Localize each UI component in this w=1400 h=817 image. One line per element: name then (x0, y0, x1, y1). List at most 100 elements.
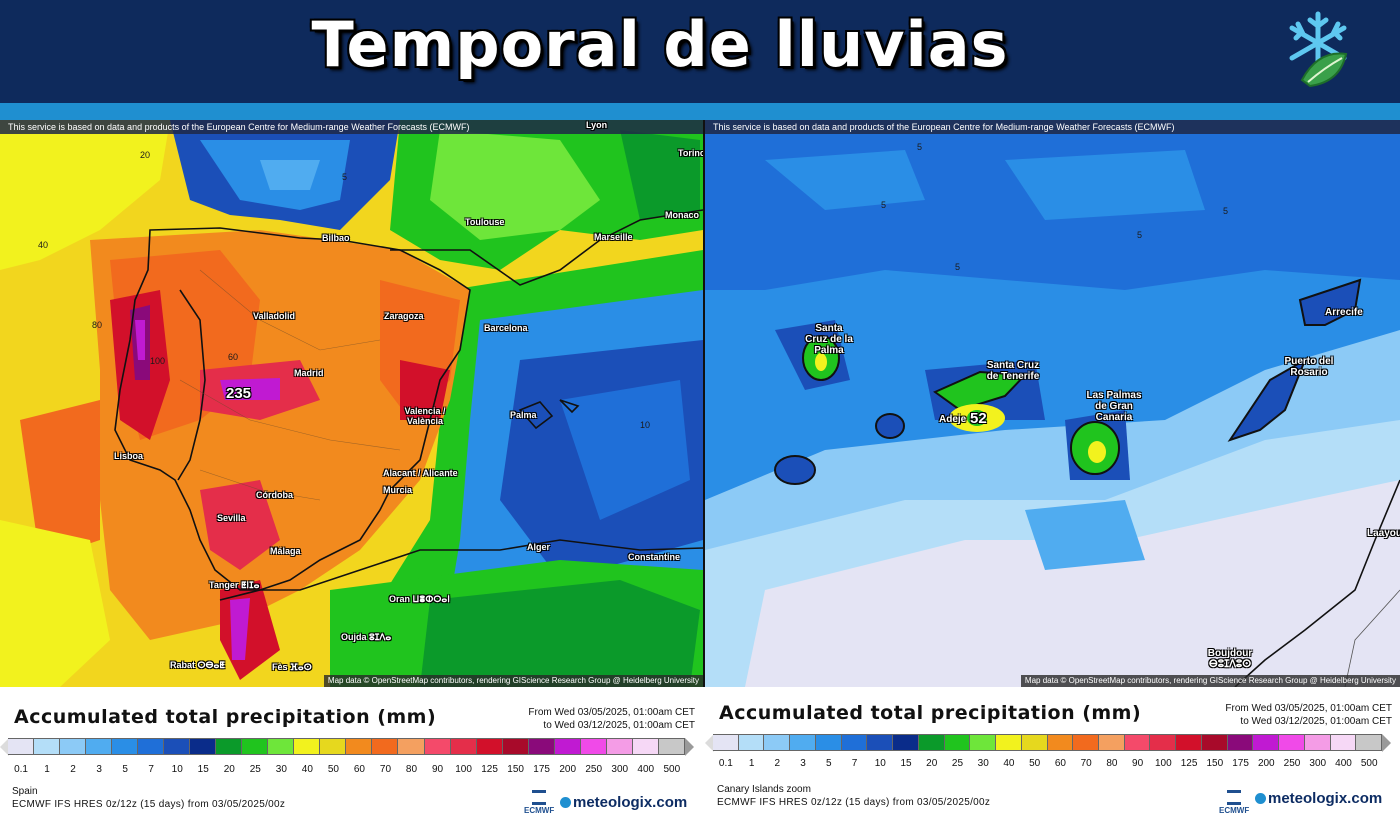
city-label: Palma (510, 410, 537, 420)
scale-color-cell (268, 738, 295, 755)
contour-label: 5 (1223, 206, 1229, 216)
scale-color-cell (1227, 734, 1254, 751)
contour-label: 40 (38, 240, 49, 250)
scale-tick-label: 70 (1080, 758, 1092, 769)
scale-tick-label: 1 (44, 764, 50, 775)
city-label: Fès ⴼⴰⵙ (272, 662, 312, 672)
scale-color-cell (1073, 734, 1100, 751)
city-label: Alacant / Alicante (383, 468, 458, 478)
scale-tick-label: 2 (774, 758, 781, 769)
scale-arrow-left (705, 734, 714, 752)
scale-tick-label: 7 (148, 764, 154, 775)
map-attribution: Map data © OpenStreetMap contributors, r… (323, 675, 703, 687)
scale-color-cell (1304, 734, 1331, 751)
meteologix-logo[interactable]: meteologix.com (1255, 790, 1382, 807)
scale-tick-label: 0.1 (718, 758, 733, 769)
map-spain[interactable]: This service is based on data and produc… (0, 120, 706, 687)
period-to: to Wed 03/12/2025, 01:00am CET (1240, 716, 1392, 727)
scale-tick-label: 250 (1283, 758, 1301, 769)
max-value-label: 235 (226, 385, 252, 402)
scale-tick-label: 300 (611, 764, 629, 775)
scale-tick-label: 500 (663, 764, 681, 775)
precipitation-map-canary (705, 120, 1400, 687)
page-title: Temporal de lluvias (311, 8, 1009, 81)
scale-tick-label: 90 (431, 764, 444, 775)
scale-tick-label: 5 (122, 764, 128, 775)
contour-label: 60 (228, 352, 239, 362)
scale-tick-label: 200 (559, 764, 577, 775)
scale-color-cell (554, 738, 581, 755)
scale-color-cell (294, 738, 321, 755)
scale-color-cell (713, 734, 739, 751)
city-label: Sevilla (217, 513, 246, 523)
scale-tick-label: 25 (249, 764, 261, 775)
scale-arrow-right (1382, 734, 1391, 752)
meteologix-logo[interactable]: meteologix.com (560, 794, 687, 811)
scale-color-cell (502, 738, 529, 755)
scale-color-cell (738, 734, 765, 751)
scale-color-cell (346, 738, 373, 755)
scale-tick-label: 150 (1206, 758, 1224, 769)
scale-tick-label: 150 (507, 764, 524, 775)
scale-tick-label: 2 (70, 764, 76, 775)
ecmwf-logo: ECMWF (1219, 790, 1249, 815)
city-label: Las Palmas de Gran Canaria (1086, 390, 1142, 423)
map-canary[interactable]: This service is based on data and produc… (705, 120, 1400, 687)
scale-color-cell (398, 738, 425, 755)
scale-tick-label: 50 (1029, 758, 1041, 769)
city-label: Puerto del Rosario (1284, 356, 1334, 378)
scale-color-cell (1330, 734, 1357, 751)
scale-tick-label: 500 (1360, 758, 1378, 769)
city-label: Valladolid (253, 311, 296, 321)
scale-tick-label: 70 (379, 764, 392, 775)
city-label: Madrid (294, 368, 324, 378)
ecmwf-logo: ECMWF (524, 790, 554, 815)
legend-period: From Wed 03/05/2025, 01:00am CET to Wed … (528, 706, 695, 732)
city-label: Monaco (665, 210, 700, 220)
map-attribution: Map data © OpenStreetMap contributors, r… (1020, 675, 1400, 687)
ecmwf-note: This service is based on data and produc… (705, 120, 1400, 134)
period-from: From Wed 03/05/2025, 01:00am CET (1225, 703, 1392, 714)
scale-color-cell (867, 734, 894, 751)
scale-tick-label: 20 (223, 764, 235, 775)
scale-color-cell (606, 738, 633, 755)
scale-tick-label: 100 (455, 764, 472, 775)
scale-arrow-right (685, 738, 694, 756)
scale-color-cell (86, 738, 113, 755)
city-label: Alger (527, 542, 551, 552)
scale-tick-label: 30 (977, 758, 989, 769)
scale-color-cell (790, 734, 816, 751)
city-label: Santa Cruz de Tenerife (986, 360, 1040, 382)
city-label: Arrecife (1325, 307, 1363, 318)
scale-color-cell (164, 738, 191, 755)
scale-tick-label: 10 (171, 764, 183, 775)
city-label: Tanger ⵟⵏⵊⴰ (209, 580, 260, 590)
scale-tick-label: 400 (1335, 758, 1352, 769)
city-label: Constantine (628, 552, 681, 562)
scale-tick-label: 1 (748, 758, 755, 769)
scale-color-cell (1253, 734, 1280, 751)
contour-label: 80 (92, 320, 103, 330)
scale-color-cell (34, 738, 61, 755)
legend-canary: Accumulated total precipitation (mm) Fro… (705, 690, 1400, 817)
scale-color-cell (450, 738, 477, 755)
city-label: Lisboa (114, 451, 144, 461)
scale-color-cell (242, 738, 269, 755)
header-strip (0, 103, 1400, 120)
scale-tick-label: 60 (353, 764, 365, 775)
max-value-label: 52 (970, 410, 987, 427)
scale-tick-label: 175 (533, 764, 550, 775)
scale-tick-label: 40 (301, 764, 313, 775)
period-to: to Wed 03/12/2025, 01:00am CET (543, 720, 695, 731)
color-scale-ticks: 0.1 1 2 3 5 7 10 15 20 25 30 40 50 60 70 80 90 100 125 150 1… (713, 758, 1382, 769)
scale-color-cell (60, 738, 87, 755)
globe-icon (560, 797, 571, 808)
city-label: Oujda ⵓⵊⴷⴰ (341, 632, 392, 642)
scale-tick-label: 125 (1180, 758, 1198, 769)
scale-tick-label: 100 (1155, 758, 1172, 769)
scale-color-cell (528, 738, 555, 755)
legend-title: Accumulated total precipitation (mm) (719, 702, 1142, 724)
scale-color-cell (112, 738, 139, 755)
snowflake-leaf-icon (1289, 11, 1348, 88)
scale-tick-label: 3 (800, 758, 806, 769)
